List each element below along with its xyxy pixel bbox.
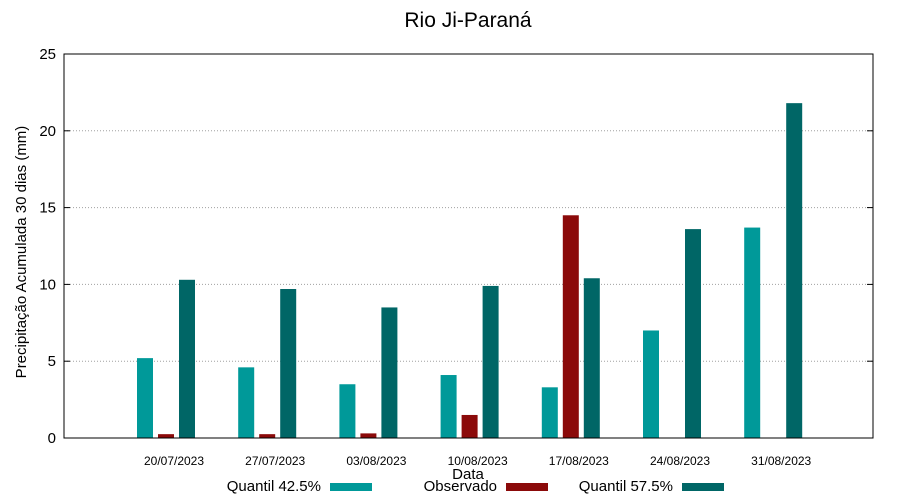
y-tick-label: 5	[48, 353, 56, 370]
bar-series-0-1	[238, 367, 255, 438]
y-tick-label: 25	[39, 46, 56, 63]
legend-label: Quantil 42.5%	[227, 478, 321, 495]
x-tick-label: 03/08/2023	[346, 454, 406, 468]
x-tick-label: 17/08/2023	[549, 454, 609, 468]
x-tick-label: 27/07/2023	[245, 454, 305, 468]
bar-series-1-4	[562, 215, 579, 438]
x-axis-label: Data	[452, 466, 484, 483]
y-axis-label: Precipitação Acumulada 30 dias (mm)	[13, 126, 30, 379]
bar-series-2-6	[786, 103, 803, 438]
bar-series-1-2	[360, 433, 377, 438]
bar-series-0-3	[440, 375, 457, 438]
bar-series-2-0	[179, 279, 195, 438]
legend-swatch	[682, 483, 724, 491]
y-tick-label: 10	[39, 276, 56, 293]
y-tick-label: 0	[48, 430, 56, 447]
bar-series-0-0	[137, 358, 153, 438]
x-tick-label: 31/08/2023	[751, 454, 811, 468]
axis-ticks: 0 5 10 15 20 25 20/07/2023 27/07/2023 03/08/2023…	[39, 46, 873, 468]
x-tick-label: 24/08/2023	[650, 454, 710, 468]
plot-frame	[63, 53, 874, 439]
bar-series-2-5	[685, 229, 701, 438]
bars	[137, 103, 803, 438]
bar-series-2-2	[381, 307, 398, 438]
bar-series-2-1	[280, 289, 297, 438]
x-tick-label: 20/07/2023	[144, 454, 204, 468]
bar-series-0-4	[541, 387, 558, 438]
y-tick-label: 15	[39, 200, 56, 217]
legend-label: Observado	[424, 478, 497, 495]
bar-series-0-5	[643, 330, 659, 438]
chart-title: Rio Ji-Paraná	[404, 9, 532, 32]
y-tick-label: 20	[39, 123, 56, 140]
bar-series-1-0	[158, 434, 174, 438]
bar-series-1-3	[461, 414, 478, 438]
legend-swatch	[506, 483, 548, 491]
x-tick-label: 10/08/2023	[448, 454, 508, 468]
bar-series-2-4	[583, 278, 600, 438]
bar-series-2-3	[482, 285, 499, 438]
legend-swatch	[330, 483, 372, 491]
legend: Quantil 42.5% Observado Quantil 57.5%	[227, 478, 724, 495]
bar-series-1-1	[259, 434, 276, 438]
bar-series-0-6	[744, 227, 761, 438]
legend-label: Quantil 57.5%	[579, 478, 673, 495]
bar-series-0-2	[339, 384, 356, 438]
